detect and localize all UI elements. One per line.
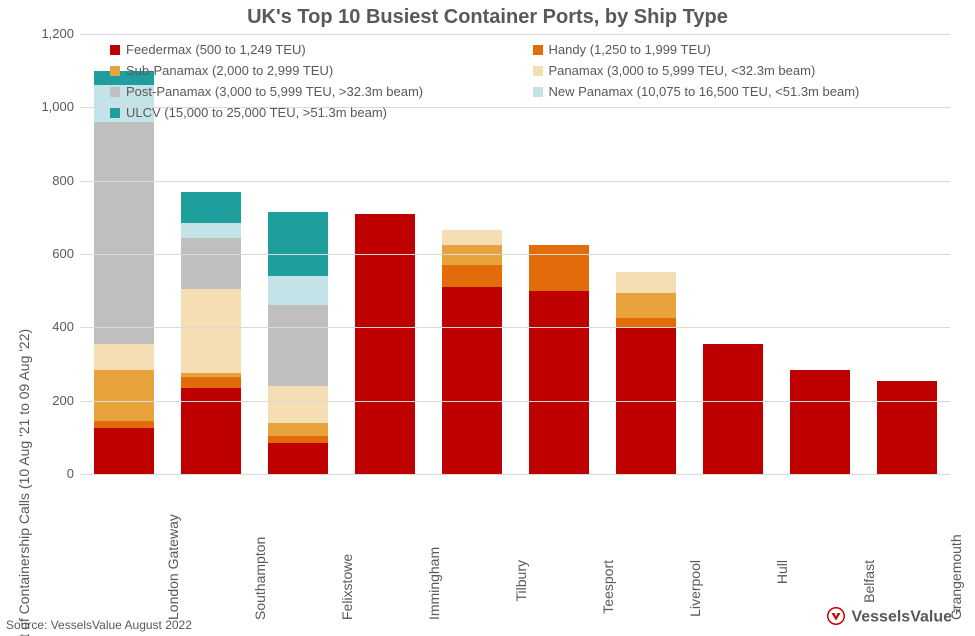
legend-label: Panamax (3,000 to 5,999 TEU, <32.3m beam…: [549, 63, 816, 78]
bar-segment: [94, 428, 154, 474]
legend-swatch: [533, 87, 543, 97]
bar-segment: [268, 443, 328, 474]
chart-container: UK's Top 10 Busiest Container Ports, by …: [0, 0, 975, 636]
legend-item: Feedermax (500 to 1,249 TEU): [110, 42, 523, 57]
x-tick-label: Hull: [774, 538, 790, 620]
x-axis-labels: London GatewaySouthamptonFelixstoweImmin…: [80, 478, 950, 494]
legend-label: Feedermax (500 to 1,249 TEU): [126, 42, 306, 57]
legend-item: Handy (1,250 to 1,999 TEU): [533, 42, 946, 57]
legend-swatch: [533, 66, 543, 76]
bar-segment: [442, 287, 502, 474]
logo-text: VesselsValue™: [851, 607, 961, 626]
brand-logo: VesselsValue™: [827, 607, 961, 626]
grid-line: [80, 327, 950, 328]
x-tick-label: Immingham: [426, 538, 442, 620]
legend-swatch: [110, 108, 120, 118]
bar-segment: [790, 370, 850, 475]
legend-label: Handy (1,250 to 1,999 TEU): [549, 42, 711, 57]
bar-segment: [94, 122, 154, 344]
y-tick-label: 200: [14, 393, 74, 408]
legend-item: Sub-Panamax (2,000 to 2,999 TEU): [110, 63, 523, 78]
bar: [529, 245, 589, 474]
legend-swatch: [110, 66, 120, 76]
bar-segment: [529, 245, 589, 291]
bar-segment: [181, 289, 241, 373]
bar-segment: [529, 291, 589, 474]
bar: [703, 344, 763, 474]
bar-segment: [616, 272, 676, 292]
legend-item: ULCV (15,000 to 25,000 TEU, >51.3m beam): [110, 105, 523, 120]
grid-line: [80, 254, 950, 255]
bar: [442, 230, 502, 474]
bar-segment: [268, 212, 328, 276]
legend: Feedermax (500 to 1,249 TEU) Handy (1,250…: [110, 42, 945, 120]
bar: [355, 214, 415, 474]
y-tick-label: 600: [14, 246, 74, 261]
bar-segment: [181, 223, 241, 238]
bar: [790, 370, 850, 475]
x-tick-label: Tilbury: [513, 538, 529, 620]
y-tick-label: 1,000: [14, 99, 74, 114]
bar-segment: [94, 421, 154, 428]
legend-item: New Panamax (10,075 to 16,500 TEU, <51.3…: [533, 84, 946, 99]
grid-line: [80, 181, 950, 182]
bar: [877, 381, 937, 475]
bar: [616, 272, 676, 474]
x-tick-label: London Gateway: [165, 538, 181, 620]
source-text: Source: VesselsValue August 2022: [6, 618, 192, 632]
bar-segment: [703, 344, 763, 474]
y-tick-label: 800: [14, 173, 74, 188]
bar-segment: [442, 230, 502, 245]
legend-item: Panamax (3,000 to 5,999 TEU, <32.3m beam…: [533, 63, 946, 78]
legend-swatch: [110, 87, 120, 97]
logo-icon: [827, 607, 845, 625]
bar-segment: [181, 238, 241, 289]
legend-swatch: [533, 45, 543, 55]
x-tick-label: Teesport: [600, 538, 616, 620]
bar-segment: [877, 381, 937, 475]
bar-segment: [442, 265, 502, 287]
bar-segment: [268, 386, 328, 423]
grid-line: [80, 34, 950, 35]
x-tick-label: Liverpool: [687, 538, 703, 620]
bar-segment: [94, 370, 154, 421]
bar-segment: [181, 192, 241, 223]
legend-item: Post-Panamax (3,000 to 5,999 TEU, >32.3m…: [110, 84, 523, 99]
legend-label: Post-Panamax (3,000 to 5,999 TEU, >32.3m…: [126, 84, 423, 99]
legend-swatch: [110, 45, 120, 55]
legend-label: New Panamax (10,075 to 16,500 TEU, <51.3…: [549, 84, 860, 99]
y-tick-label: 400: [14, 319, 74, 334]
bar-segment: [94, 344, 154, 370]
bar-segment: [616, 318, 676, 327]
bar: [268, 212, 328, 474]
bar: [94, 71, 154, 474]
bar-segment: [268, 423, 328, 436]
bar-segment: [268, 276, 328, 305]
grid-line: [80, 401, 950, 402]
legend-label: Sub-Panamax (2,000 to 2,999 TEU): [126, 63, 333, 78]
chart-title: UK's Top 10 Busiest Container Ports, by …: [0, 6, 975, 29]
y-tick-label: 1,200: [14, 26, 74, 41]
x-tick-label: Felixstowe: [339, 538, 355, 620]
y-tick-label: 0: [14, 466, 74, 481]
legend-label: ULCV (15,000 to 25,000 TEU, >51.3m beam): [126, 105, 387, 120]
bar: [181, 192, 241, 474]
bar-segment: [268, 436, 328, 443]
bar-segment: [268, 305, 328, 386]
x-tick-label: Southampton: [252, 538, 268, 620]
bar-segment: [616, 293, 676, 319]
bar-segment: [355, 214, 415, 474]
grid-line: [80, 474, 950, 475]
bar-segment: [181, 377, 241, 388]
